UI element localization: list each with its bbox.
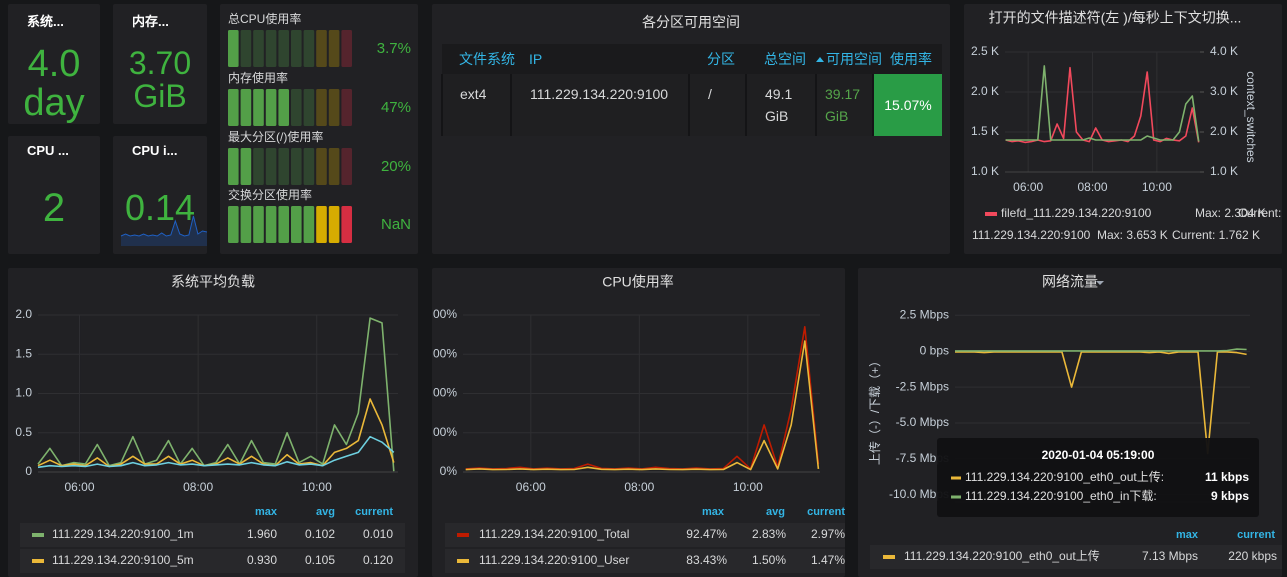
graph-panel: [432, 268, 845, 577]
table-cell: /: [688, 74, 746, 136]
panel-title: 各分区可用空间: [642, 14, 740, 30]
stat-value: 4.0: [27, 43, 81, 85]
bar-gauge-panel: [220, 4, 418, 254]
table-body: ext4 111.229.134.220:9100/49.1 GiB 39.17 G…: [441, 74, 942, 136]
stat-value-block: 0.14: [113, 187, 207, 228]
header-text: 可用空间: [826, 51, 882, 67]
table-header[interactable]: 可用空间: [816, 44, 882, 74]
graph-panel: [858, 268, 1282, 577]
sort-indicator: [816, 57, 824, 62]
stat-value-block: 2: [8, 188, 100, 229]
stat: CPU ... 2: [8, 136, 100, 254]
stat-panel: [8, 136, 100, 254]
stat-panel: [113, 4, 207, 124]
stat-title: CPU ...: [27, 143, 69, 158]
stat: 内存... 3.70 GiB: [113, 4, 207, 124]
table-row: ext4 111.229.134.220:9100/49.1 GiB 39.17 G…: [441, 74, 942, 136]
table-header[interactable]: IP: [511, 44, 689, 74]
stat-title: 系统...: [27, 14, 64, 29]
table-header[interactable]: 总空间: [746, 44, 816, 74]
header-text: 分区: [707, 51, 735, 67]
header-text: 文件系统: [459, 51, 515, 67]
graph-panel: [964, 4, 1282, 254]
table-header[interactable]: 分区: [689, 44, 746, 74]
stat-value-block: 3.70 GiB: [113, 47, 207, 112]
header-text: 使用率: [890, 51, 932, 67]
table-cell: 39.17 GiB: [815, 74, 873, 136]
stat-value: 3.70: [128, 45, 192, 81]
partition-table: 文件系统 IP 分区 总空间 可用空间 使用率 ext4 111.229.134.220:9…: [441, 44, 942, 136]
stat-unit: GiB: [133, 77, 187, 114]
stat-value: 0.14: [124, 187, 196, 228]
stat-title: CPU i...: [132, 143, 178, 158]
stat-title: 内存...: [132, 14, 169, 29]
stat: CPU i... 0.14: [113, 136, 207, 254]
stat-unit: day: [23, 81, 85, 124]
table-header[interactable]: 文件系统: [442, 44, 515, 74]
table-cell: 15.07%: [872, 74, 942, 136]
table-cell: 49.1 GiB: [745, 74, 816, 136]
stat: 系统... 4.0 day: [8, 4, 100, 124]
table-header[interactable]: 使用率: [873, 44, 942, 74]
header-text: IP: [529, 51, 543, 67]
table-header-row: 文件系统 IP 分区 总空间 可用空间 使用率: [442, 44, 942, 74]
header-text: 总空间: [764, 51, 806, 67]
graph-panel: [8, 268, 418, 577]
stat-value: 2: [42, 186, 66, 230]
stat-value-block: 4.0 day: [8, 45, 100, 123]
table-cell: 111.229.134.220:9100: [510, 74, 689, 136]
table-cell: ext4: [441, 74, 511, 136]
stat-panel: [8, 4, 100, 124]
